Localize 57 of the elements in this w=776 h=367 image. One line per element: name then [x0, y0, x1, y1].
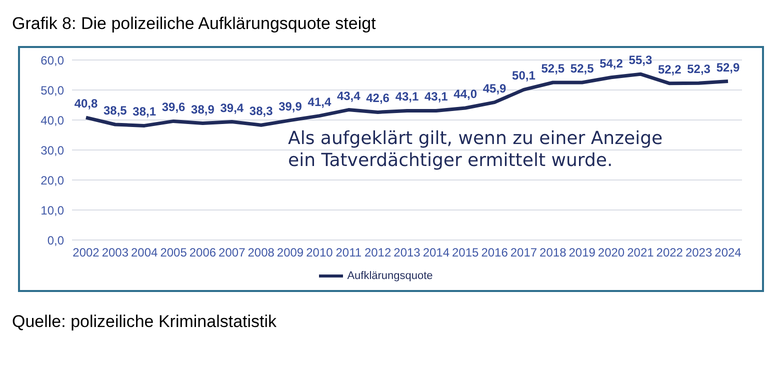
y-tick-label: 30,0	[40, 143, 64, 158]
x-tick-label: 2008	[248, 246, 275, 260]
data-label: 55,3	[628, 53, 652, 68]
x-tick-label: 2021	[627, 246, 654, 260]
data-label: 38,9	[191, 102, 215, 116]
data-label: 50,1	[512, 68, 536, 83]
data-label: 39,9	[278, 99, 302, 114]
x-tick-label: 2018	[540, 246, 567, 260]
data-label: 52,9	[716, 60, 740, 74]
x-tick-label: 2004	[131, 246, 158, 260]
x-tick-label: 2007	[218, 246, 246, 260]
x-tick-label: 2005	[160, 246, 188, 260]
x-tick-label: 2017	[510, 246, 538, 260]
data-label: 52,3	[687, 62, 711, 76]
y-tick-label: 0,0	[47, 233, 64, 248]
x-tick-label: 2006	[189, 246, 216, 260]
y-tick-label: 20,0	[40, 173, 64, 188]
x-tick-label: 2022	[656, 246, 684, 260]
x-tick-label: 2024	[714, 246, 742, 260]
data-label: 45,9	[482, 81, 507, 96]
x-tick-label: 2011	[336, 246, 362, 260]
data-label: 38,3	[249, 104, 274, 118]
y-tick-label: 60,0	[40, 53, 64, 68]
x-tick-label: 2020	[598, 246, 625, 260]
data-label: 40,8	[74, 96, 98, 111]
x-tick-label: 2002	[72, 246, 100, 260]
x-tick-label: 2013	[394, 246, 421, 260]
y-tick-label: 40,0	[40, 113, 64, 128]
data-label: 52,2	[658, 62, 682, 76]
x-tick-label: 2009	[276, 246, 304, 260]
data-label: 54,2	[600, 56, 624, 70]
data-label: 52,5	[570, 62, 594, 76]
data-label: 39,4	[220, 100, 244, 115]
annotation: Als aufgeklärt gilt, wenn zu einer Anzeige ein Tatverdächtiger ermittelt wurde.	[288, 128, 664, 172]
data-label: 43,1	[424, 90, 448, 104]
data-label: 43,1	[395, 90, 419, 104]
x-tick-label: 2014	[422, 246, 450, 260]
source-note: Quelle: polizeiliche Kriminalstatistik	[12, 312, 278, 332]
data-label: 38,5	[104, 104, 128, 118]
data-label: 52,5	[541, 62, 565, 76]
legend-label: Aufklärungsquote	[347, 270, 433, 282]
chart-title: Grafik 8: Die polizeiliche Aufklärungsquote steigt	[12, 14, 377, 34]
x-tick-label: 2019	[568, 246, 596, 260]
data-label: 44,0	[454, 87, 478, 101]
x-tick-label: 2010	[306, 246, 334, 260]
x-tick-label: 2003	[102, 246, 129, 260]
data-label: 39,6	[162, 100, 186, 114]
data-label: 42,6	[366, 91, 390, 106]
data-label: 43,4	[336, 88, 361, 103]
x-tick-label: 2015	[452, 246, 480, 260]
y-tick-label: 50,0	[40, 83, 64, 98]
data-label: 38,1	[132, 104, 156, 119]
x-tick-label: 2016	[481, 246, 508, 260]
x-tick-label: 2023	[685, 246, 712, 260]
x-tick-label: 2012	[364, 246, 392, 260]
data-label: 41,4	[308, 94, 332, 109]
y-tick-label: 10,0	[40, 203, 64, 218]
